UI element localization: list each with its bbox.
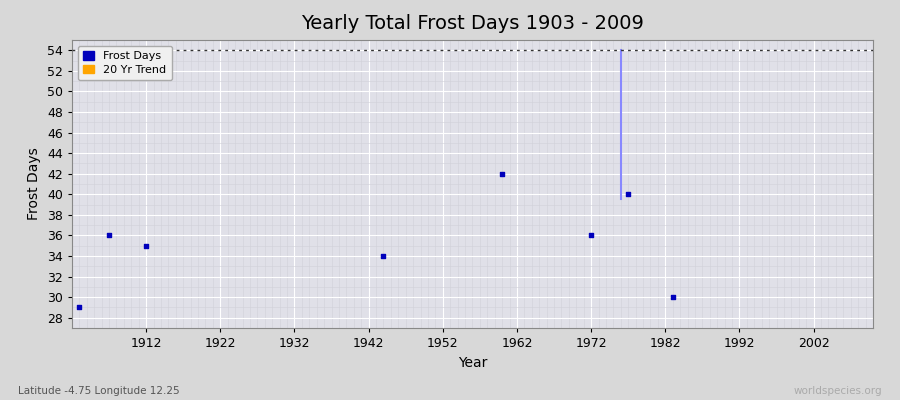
Point: [72, 304, 86, 311]
Point: [621, 191, 635, 198]
Text: worldspecies.org: worldspecies.org: [794, 386, 882, 396]
Point: [139, 242, 153, 249]
Point: [376, 253, 391, 259]
X-axis label: Year: Year: [458, 356, 487, 370]
Legend: Frost Days, 20 Yr Trend: Frost Days, 20 Yr Trend: [77, 46, 172, 80]
Point: [665, 294, 680, 300]
Point: [102, 232, 116, 239]
Point: [495, 170, 509, 177]
Y-axis label: Frost Days: Frost Days: [27, 148, 41, 220]
Text: Latitude -4.75 Longitude 12.25: Latitude -4.75 Longitude 12.25: [18, 386, 180, 396]
Point: [584, 232, 598, 239]
Title: Yearly Total Frost Days 1903 - 2009: Yearly Total Frost Days 1903 - 2009: [302, 14, 644, 33]
